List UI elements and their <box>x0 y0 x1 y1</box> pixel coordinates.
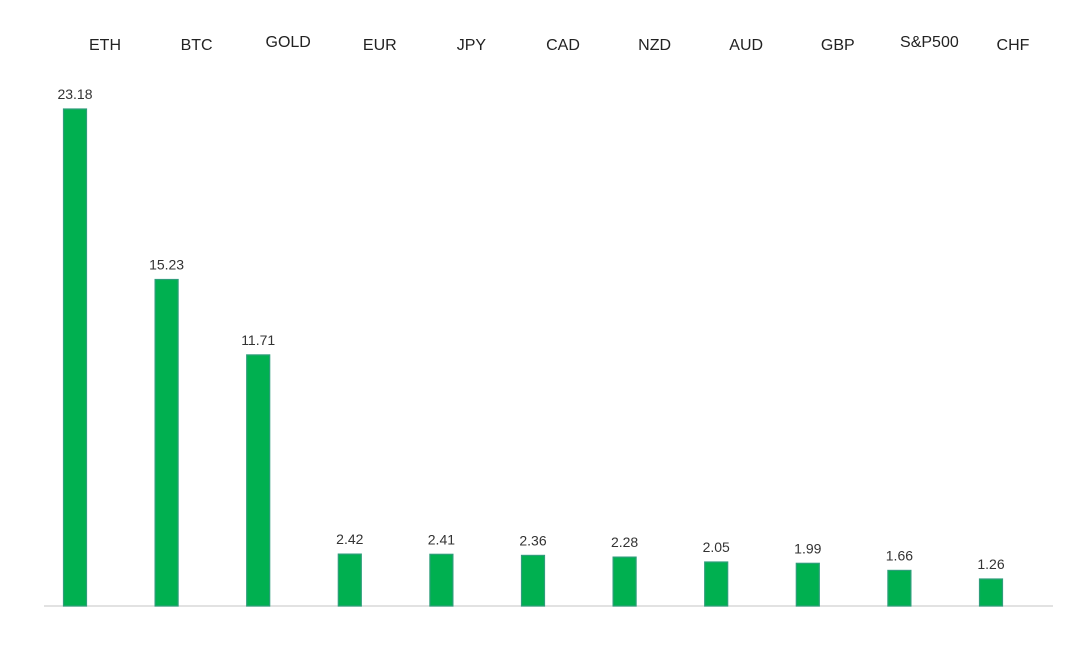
bars-group <box>62 108 1004 607</box>
data-label: 2.41 <box>428 531 455 547</box>
bar-jpy <box>429 553 454 607</box>
category-label: CAD <box>546 37 580 54</box>
data-label: 2.36 <box>519 532 546 548</box>
bar-sp500 <box>887 569 912 607</box>
bar-aud <box>704 561 729 607</box>
data-label: 2.28 <box>611 534 638 550</box>
category-labels-group: ETH BTC GOLD EUR JPY CAD NZD AUD GBP S&P500 CHF <box>89 34 1030 54</box>
category-label: NZD <box>638 37 671 54</box>
bar-btc <box>154 278 179 607</box>
data-label: 1.66 <box>886 547 913 563</box>
category-label: CHF <box>997 37 1030 54</box>
bar-eur <box>337 553 362 607</box>
bar-nzd <box>612 556 637 607</box>
category-label: S&P500 <box>900 34 959 51</box>
bar-gold <box>246 354 271 607</box>
bar-eth <box>62 108 88 607</box>
category-label: BTC <box>181 37 213 54</box>
data-label: 2.42 <box>336 531 363 547</box>
data-label: 23.18 <box>57 86 92 102</box>
category-label: ETH <box>89 37 121 54</box>
data-label: 1.99 <box>794 540 821 556</box>
data-label: 15.23 <box>149 257 184 273</box>
category-label: JPY <box>457 37 487 54</box>
data-labels-group: 23.18 15.23 11.71 2.42 2.41 2.36 2.28 2.05 1.99 1… <box>57 86 1004 572</box>
bar-cad <box>520 554 546 607</box>
category-label: AUD <box>729 37 763 54</box>
data-label: 1.26 <box>977 556 1004 572</box>
category-label: GBP <box>821 37 855 54</box>
data-label: 11.71 <box>241 332 275 348</box>
bar-gbp <box>795 562 820 607</box>
data-label: 2.05 <box>703 539 730 555</box>
category-label: EUR <box>363 37 397 54</box>
bar-chf <box>978 578 1004 607</box>
category-label: GOLD <box>266 34 311 51</box>
